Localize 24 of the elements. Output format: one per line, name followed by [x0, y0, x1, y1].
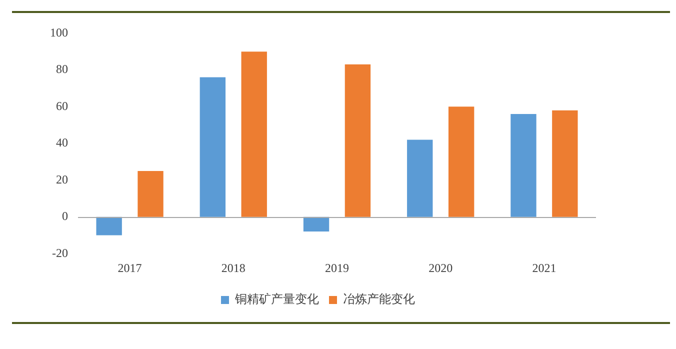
bar [448, 106, 474, 217]
y-tick-label: 20 [56, 172, 68, 186]
bar [407, 140, 433, 217]
bar [303, 216, 330, 232]
x-tick-label: 2019 [325, 260, 349, 275]
bar [241, 52, 267, 217]
y-tick-label: 40 [56, 136, 68, 150]
bar [510, 114, 536, 217]
legend-label: 铜精矿产量变化 [234, 292, 319, 306]
bar [138, 170, 164, 217]
x-tick-label: 2021 [532, 260, 556, 275]
y-tick-label: 0 [62, 209, 68, 224]
bar [200, 77, 226, 217]
bar [344, 64, 371, 217]
y-tick-label: 80 [56, 62, 68, 76]
y-tick-label: 100 [50, 25, 68, 40]
x-tick-label: 2018 [221, 260, 246, 275]
x-tick-label: 2017 [118, 260, 142, 275]
bar [96, 216, 122, 236]
y-tick-label: -20 [52, 246, 68, 260]
bar [552, 110, 578, 217]
x-tick-label: 2020 [428, 260, 453, 275]
legend-label: 冶炼产能变化 [343, 292, 415, 306]
y-tick-label: 60 [56, 98, 68, 113]
